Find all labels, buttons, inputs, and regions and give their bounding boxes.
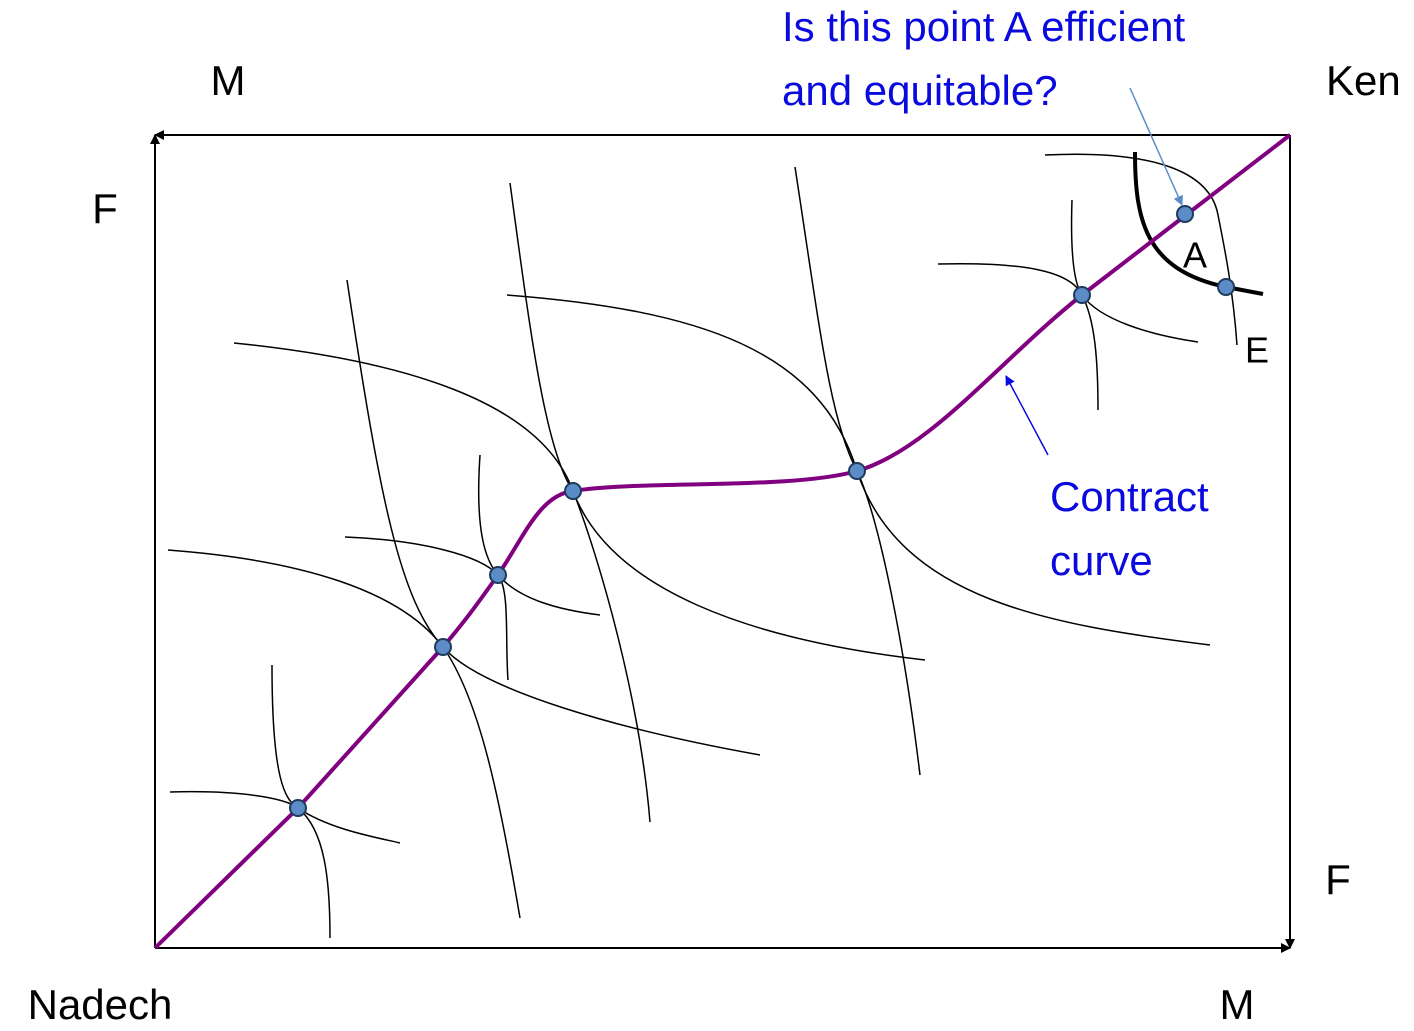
indifference-curve xyxy=(937,262,1099,411)
contract-label: Contract xyxy=(1050,473,1209,520)
question-arrow xyxy=(1129,87,1183,206)
tangency-point xyxy=(489,566,507,584)
contract-curve xyxy=(153,133,1292,950)
label: F xyxy=(1325,856,1351,903)
label: M xyxy=(211,57,246,104)
tangency-point xyxy=(289,799,307,817)
box-axes xyxy=(150,130,1295,953)
thick-indifference-curve xyxy=(1133,151,1264,296)
tangency-point xyxy=(434,638,452,656)
contract-arrow xyxy=(1005,375,1049,456)
contract-label: curve xyxy=(1050,537,1153,584)
label: Ken xyxy=(1326,57,1401,104)
label: Nadech xyxy=(28,981,173,1028)
tangency-point xyxy=(1073,286,1091,304)
label: A xyxy=(1183,235,1207,276)
indifference-curve xyxy=(344,536,509,681)
point-e xyxy=(1217,278,1235,296)
question: and equitable? xyxy=(782,67,1058,114)
question: Is this point A efficient xyxy=(782,3,1185,50)
point-a xyxy=(1176,205,1194,223)
indifference-curve xyxy=(477,454,601,616)
label: E xyxy=(1245,330,1269,371)
label: M xyxy=(1220,981,1255,1028)
tangency-point xyxy=(564,482,582,500)
label: F xyxy=(92,185,118,232)
tangency-points xyxy=(289,205,1235,817)
indifference-curve xyxy=(167,549,521,919)
tangency-point xyxy=(848,462,866,480)
